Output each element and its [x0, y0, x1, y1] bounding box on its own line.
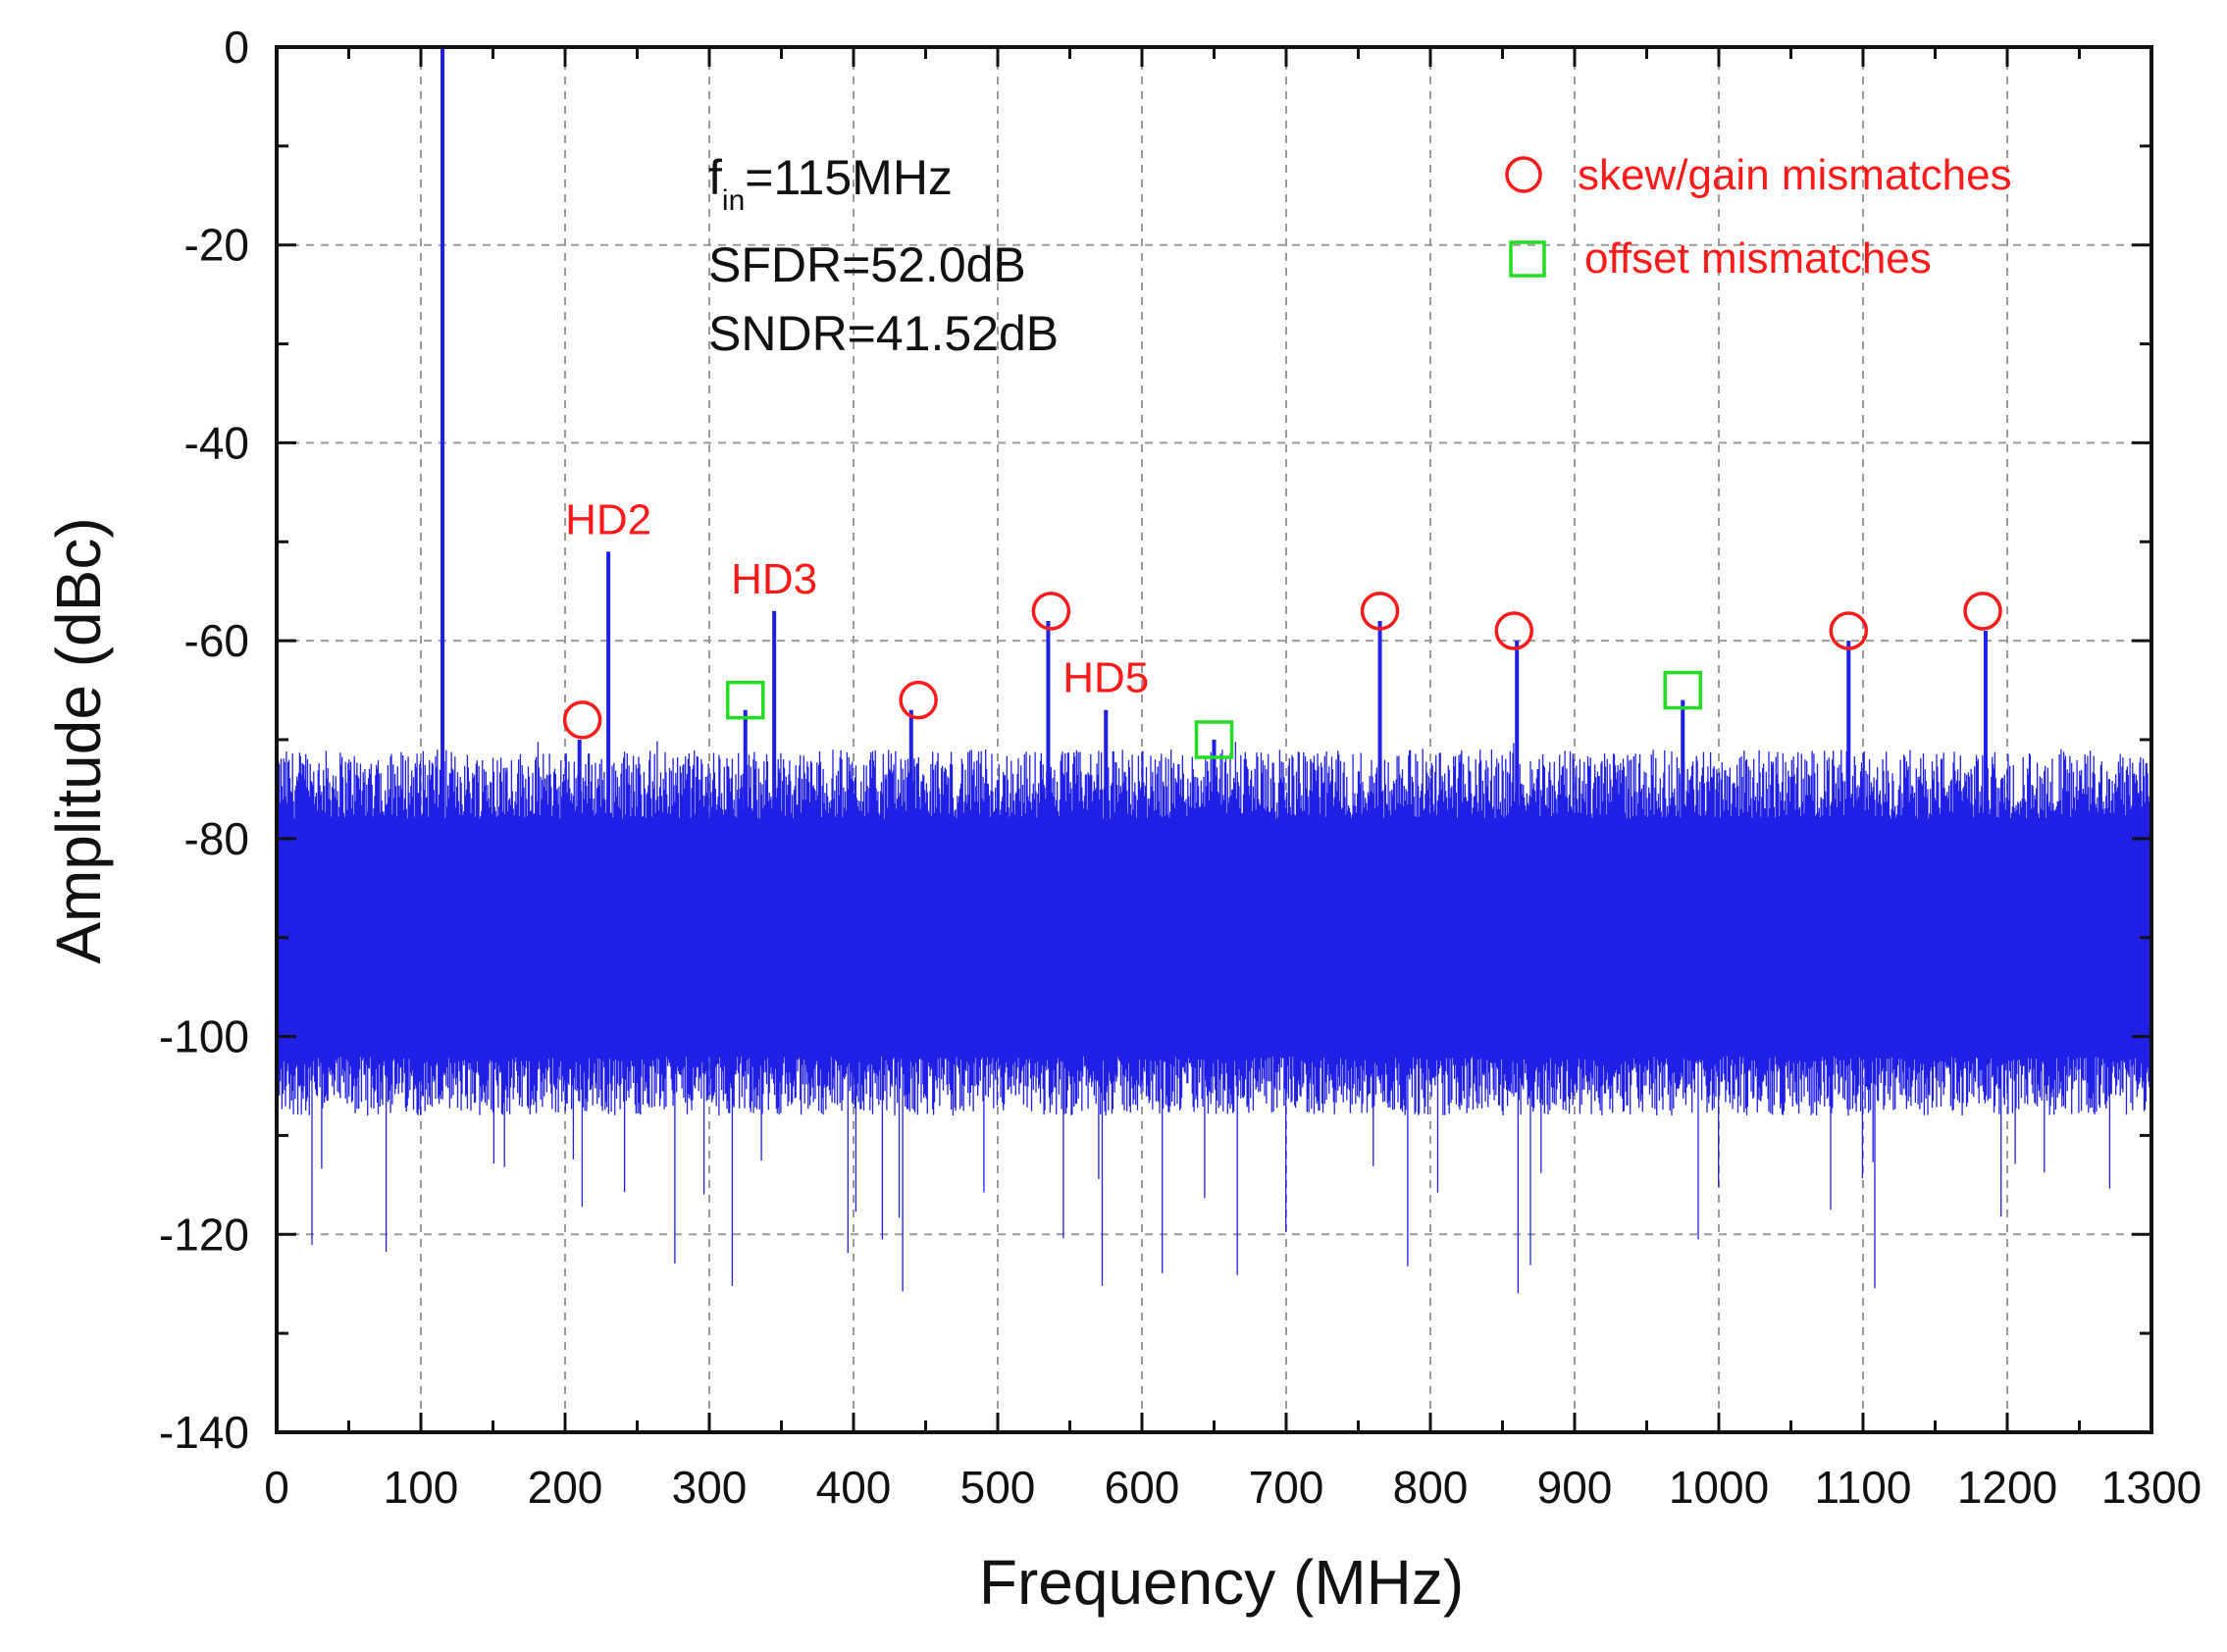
fin-f: f	[708, 150, 722, 205]
sfdr-line: SFDR=52.0dB	[708, 237, 1026, 292]
harmonic-label-hd5: HD5	[1062, 654, 1149, 702]
mismatch-markers	[562, 592, 2002, 759]
x-tick-label: 100	[384, 1462, 459, 1513]
measurement-info: fin=115MHz SFDR=52.0dB SNDR=41.52dB	[708, 150, 1059, 361]
x-tick-label: 700	[1249, 1462, 1324, 1513]
skew-gain-circle	[899, 680, 938, 720]
x-tick-label: 1000	[1669, 1462, 1769, 1513]
offset-square	[726, 680, 765, 720]
y-tick-label: 0	[224, 22, 249, 73]
skew-gain-circle	[1829, 611, 1869, 650]
sndr-line: SNDR=41.52dB	[708, 306, 1059, 361]
x-axis-title: Frequency (MHz)	[979, 1547, 1464, 1618]
x-tick-label: 900	[1537, 1462, 1613, 1513]
skew-gain-circle	[1031, 592, 1071, 631]
x-tick-label: 800	[1393, 1462, 1469, 1513]
skew-gain-circle	[1494, 611, 1534, 650]
offset-square	[1663, 670, 1702, 710]
skew-gain-circle	[1963, 592, 2002, 631]
x-tick-label: 300	[672, 1462, 748, 1513]
harmonic-annotations: HD2 HD3 HD5	[565, 495, 1149, 701]
harmonic-label-hd2: HD2	[565, 495, 651, 543]
x-tick-label: 600	[1105, 1462, 1180, 1513]
y-tick-label: -100	[159, 1011, 249, 1062]
x-tick-label: 200	[528, 1462, 603, 1513]
legend-circle-label: skew/gain mismatches	[1578, 151, 2012, 199]
legend-circle-marker	[1505, 156, 1542, 193]
y-axis-title: Amplitude (dBc)	[43, 517, 114, 963]
y-tick-label: -40	[184, 417, 249, 468]
y-tick-label: -80	[184, 813, 249, 864]
x-tick-label: 400	[816, 1462, 892, 1513]
x-tick-label: 0	[264, 1462, 289, 1513]
offset-square	[1194, 720, 1234, 759]
legend-square-marker	[1509, 240, 1546, 278]
x-tick-label: 1100	[1815, 1462, 1912, 1513]
x-tick-labels: 0 100 200 300 400 500 600 700 800 900 1000 1100 1200…	[264, 1462, 2201, 1513]
fin-value: =115MHz	[745, 150, 953, 205]
skew-gain-circle	[1360, 592, 1400, 631]
axis-ticks	[275, 45, 2153, 1434]
y-tick-label: -120	[159, 1209, 249, 1260]
y-tick-label: -20	[184, 220, 249, 271]
x-tick-label: 1300	[2101, 1462, 2201, 1513]
y-tick-label: -140	[159, 1407, 249, 1458]
y-tick-labels: 0 -20 -40 -60 -80 -100 -120 -140	[159, 22, 249, 1458]
fin-line: fin=115MHz	[708, 150, 953, 217]
harmonic-label-hd3: HD3	[731, 555, 817, 603]
legend-square-label: offset mismatches	[1584, 234, 1932, 283]
x-tick-label: 1200	[1957, 1462, 2057, 1513]
y-tick-label: -60	[184, 615, 249, 666]
fin-subscript: in	[722, 184, 745, 217]
legend: skew/gain mismatches offset mismatches	[1505, 151, 2012, 283]
spectrum-trace	[276, 47, 2152, 1294]
x-tick-label: 500	[960, 1462, 1036, 1513]
skew-gain-circle	[562, 700, 602, 740]
